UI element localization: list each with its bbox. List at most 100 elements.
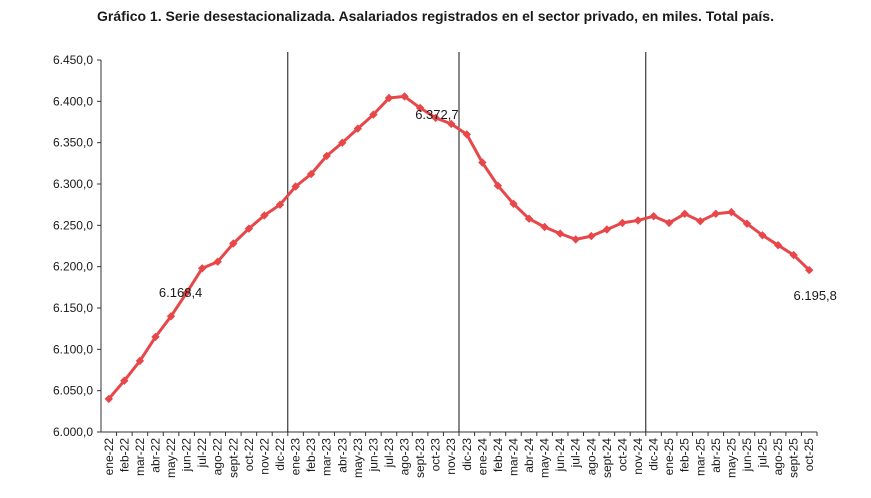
data-point [229, 239, 238, 248]
data-point [649, 212, 658, 221]
x-tick-label: abr-23 [335, 438, 349, 473]
data-point [680, 209, 689, 218]
x-tick-label: oct-24 [615, 438, 629, 472]
x-tick-label: oct-22 [242, 438, 256, 472]
x-tick-label: jun-22 [180, 438, 194, 473]
y-tick-label: 6.250,0 [53, 218, 93, 232]
x-tick-label: jul-23 [382, 438, 396, 469]
x-tick-label: nov-22 [257, 438, 271, 475]
x-tick-label: may-23 [351, 438, 365, 478]
x-tick-label: ago-23 [398, 438, 412, 476]
data-point [166, 312, 176, 321]
data-point [664, 218, 674, 228]
data-point [135, 356, 145, 366]
data-point [478, 158, 487, 167]
y-tick-label: 6.050,0 [53, 384, 93, 398]
data-point [120, 376, 129, 385]
data-point [540, 222, 549, 232]
data-point [633, 216, 643, 225]
data-point [509, 199, 518, 208]
x-tick-label: jun-24 [553, 438, 567, 473]
x-tick-label: dic-22 [273, 438, 287, 471]
data-point [805, 265, 814, 275]
data-point [727, 207, 736, 217]
series-line [107, 94, 811, 400]
x-tick-label: sept-25 [787, 438, 801, 478]
x-tick-label: abr-22 [148, 438, 162, 473]
data-point [260, 211, 269, 220]
x-tick-label: feb-22 [117, 438, 131, 472]
x-tick-label: ene-24 [475, 438, 489, 476]
data-point [462, 130, 471, 139]
x-tick-label: dic-24 [647, 438, 661, 471]
x-tick-label: mar-23 [320, 438, 334, 476]
data-label: 6.372,7 [415, 107, 458, 122]
data-point [773, 241, 783, 250]
data-point [415, 103, 425, 113]
x-tick-label: feb-24 [491, 438, 505, 472]
x-tick-label: feb-25 [678, 438, 692, 472]
data-point [338, 138, 347, 147]
x-tick-label: jun-23 [366, 438, 380, 473]
x-tick-label: mar-22 [133, 438, 147, 476]
data-point [789, 250, 798, 260]
x-tick-label: sept-24 [600, 438, 614, 478]
x-tick-label: ene-22 [102, 438, 116, 476]
data-label: 6.195,8 [794, 288, 837, 303]
x-tick-label: ene-23 [289, 438, 303, 476]
x-tick-label: may-22 [164, 438, 178, 478]
y-tick-label: 6.300,0 [53, 177, 93, 191]
data-point [244, 224, 254, 233]
x-tick-label: jul-24 [569, 438, 583, 469]
x-tick-label: mar-24 [506, 438, 520, 476]
data-point [400, 92, 409, 101]
data-point [322, 151, 331, 161]
x-tick-label: mar-25 [693, 438, 707, 476]
data-point [431, 113, 440, 123]
y-tick-label: 6.400,0 [53, 94, 93, 108]
data-point [742, 219, 752, 228]
x-tick-label: jul-25 [756, 438, 770, 469]
data-point [758, 231, 767, 240]
data-point [493, 181, 503, 190]
x-tick-label: sept-22 [226, 438, 240, 478]
x-tick-label: sept-23 [413, 438, 427, 478]
data-point [602, 225, 612, 234]
x-tick-label: jul-22 [195, 438, 209, 469]
x-tick-label: abr-24 [522, 438, 536, 473]
data-point [198, 264, 207, 273]
y-tick-label: 6.200,0 [53, 260, 93, 274]
data-point [213, 257, 222, 266]
data-point [587, 231, 596, 241]
data-point [182, 288, 191, 297]
y-tick-label: 6.000,0 [53, 425, 93, 439]
x-tick-label: ago-24 [584, 438, 598, 476]
data-point [104, 394, 113, 404]
x-tick-label: abr-25 [709, 438, 723, 473]
x-tick-label: feb-23 [304, 438, 318, 472]
data-point [151, 332, 160, 342]
data-label: 6.168,4 [159, 285, 202, 300]
data-point [524, 214, 534, 223]
data-point [384, 93, 394, 103]
x-tick-label: dic-23 [460, 438, 474, 471]
y-tick-label: 6.450,0 [53, 53, 93, 67]
data-point [556, 229, 565, 238]
x-tick-label: may-25 [724, 438, 738, 478]
y-tick-label: 6.100,0 [53, 342, 93, 356]
x-tick-label: oct-23 [429, 438, 443, 472]
data-point [306, 169, 316, 179]
data-point [291, 182, 300, 191]
chart-title: Gráfico 1. Serie desestacionalizada. Asa… [97, 8, 774, 24]
data-point [711, 209, 720, 218]
data-point [275, 200, 285, 209]
x-tick-label: nov-24 [631, 438, 645, 475]
x-tick-label: ago-25 [771, 438, 785, 476]
data-point [618, 218, 627, 228]
data-point [571, 235, 580, 244]
data-point [369, 110, 378, 119]
x-tick-label: ene-25 [662, 438, 676, 476]
x-tick-label: ago-22 [211, 438, 225, 476]
y-tick-label: 6.350,0 [53, 136, 93, 150]
